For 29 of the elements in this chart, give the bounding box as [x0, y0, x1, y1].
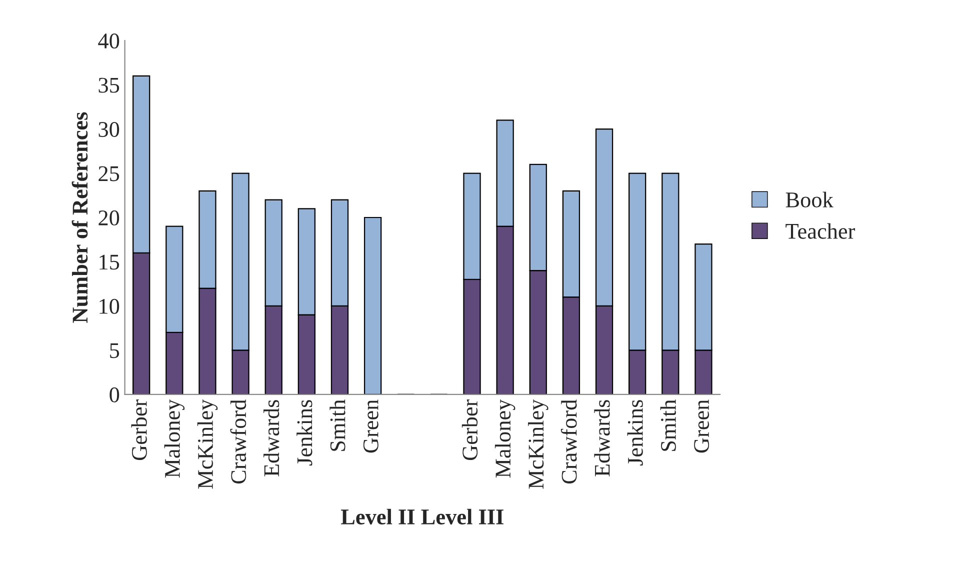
x-tick-label: Jenkins — [627, 400, 643, 466]
y-axis-title: Number of References — [72, 112, 88, 323]
y-tick-label: 30 — [98, 122, 120, 137]
y-tick-label: 20 — [98, 210, 120, 226]
x-tick-label: Smith — [660, 400, 676, 451]
y-tick-label: 15 — [100, 254, 120, 270]
y-tick-label: 35 — [98, 78, 120, 93]
x-tick-label: Green — [363, 400, 378, 453]
x-tick-label: Maloney — [494, 399, 516, 478]
y-tick-label: 0 — [110, 387, 120, 402]
y-tick-label: 25 — [98, 166, 120, 182]
x-tick-label: Gerber — [131, 399, 147, 460]
x-tick-label: Jenkins — [296, 400, 312, 466]
x-tick-label: Edwards — [264, 400, 280, 476]
y-tick-label: 10 — [100, 298, 120, 314]
legend-label: Teacher — [786, 223, 856, 239]
x-tick-label: Smith — [330, 400, 346, 451]
y-tick-label: 5 — [110, 343, 120, 358]
x-tick-label: Maloney — [164, 399, 185, 478]
x-tick-label: Crawford — [560, 400, 577, 484]
x-tick-label: McKinley — [528, 399, 548, 489]
y-tick-label: 40 — [98, 34, 120, 49]
legend-label: Book — [786, 192, 834, 208]
x-tick-label: Crawford — [230, 400, 246, 484]
x-tick-label: McKinley — [197, 399, 218, 489]
x-tick-label: Edwards — [594, 400, 610, 476]
x-tick-label: Green — [694, 400, 710, 453]
x-axis-title: Level II Level III — [340, 508, 504, 524]
x-tick-label: Gerber — [462, 399, 478, 460]
